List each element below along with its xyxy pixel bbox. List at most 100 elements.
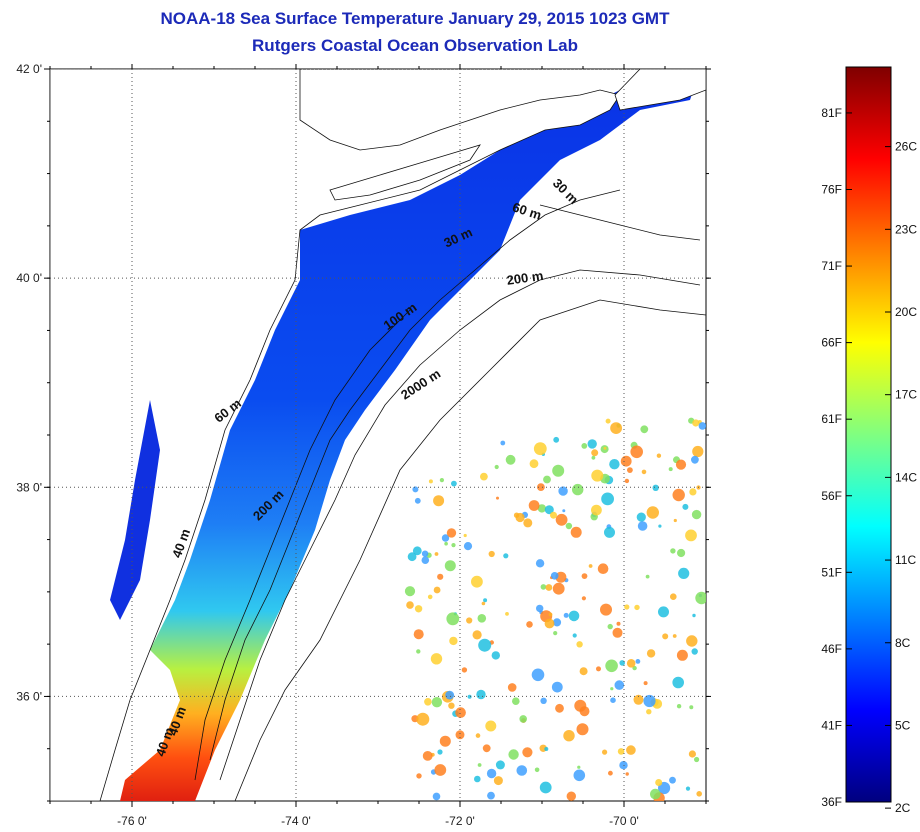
sst-patch bbox=[689, 488, 697, 496]
sst-patch bbox=[543, 475, 551, 484]
sst-patch bbox=[632, 665, 637, 671]
sst-patch bbox=[643, 694, 656, 708]
sst-patch bbox=[581, 596, 587, 601]
sst-patch bbox=[537, 504, 547, 513]
sst-patch bbox=[433, 495, 445, 507]
sst-patch bbox=[446, 612, 460, 626]
sst-patch bbox=[548, 612, 553, 617]
sst-patch bbox=[614, 680, 625, 690]
sst-patch bbox=[414, 497, 421, 504]
sst-patch bbox=[496, 496, 499, 500]
sst-patch bbox=[670, 548, 676, 554]
sst-patch bbox=[475, 733, 481, 738]
long-island bbox=[329, 144, 481, 201]
colorbar-c-label: 11C bbox=[895, 553, 916, 567]
sst-patch bbox=[421, 550, 429, 557]
sst-patch bbox=[570, 526, 582, 538]
sst-patch bbox=[433, 586, 441, 594]
sst-patch bbox=[544, 618, 555, 629]
sst-patch bbox=[643, 681, 648, 686]
sst-patch bbox=[477, 763, 482, 767]
sst-patch bbox=[640, 425, 649, 434]
sst-patch bbox=[692, 445, 704, 458]
sst-patch bbox=[672, 488, 685, 502]
sst-patch bbox=[430, 653, 443, 665]
sst-patch bbox=[626, 659, 636, 668]
sst-patch bbox=[581, 443, 588, 449]
sst-patch bbox=[658, 606, 669, 618]
sst-patch bbox=[439, 735, 451, 747]
sst-patch bbox=[576, 723, 589, 736]
sst-patch bbox=[533, 442, 547, 456]
x-tick-label: -76 0' bbox=[117, 814, 147, 828]
sst-patch bbox=[692, 419, 700, 427]
sst-patch bbox=[563, 730, 575, 742]
sst-patch bbox=[572, 483, 584, 496]
sst-patch bbox=[407, 552, 417, 562]
sst-patch bbox=[545, 584, 553, 591]
sst-patch bbox=[444, 541, 448, 546]
sst-patch bbox=[446, 528, 457, 538]
sst-patch bbox=[466, 617, 473, 624]
sst-patch bbox=[646, 649, 656, 658]
sst-patch bbox=[573, 769, 586, 782]
sst-patch bbox=[685, 786, 691, 791]
sst-patch bbox=[685, 529, 697, 542]
y-tick-label: 40 0' bbox=[16, 271, 42, 285]
sst-patch bbox=[480, 472, 488, 481]
sst-patch bbox=[444, 560, 456, 572]
map-title: NOAA-18 Sea Surface Temperature January … bbox=[160, 9, 670, 28]
shelf-water bbox=[120, 70, 700, 801]
sst-patch bbox=[576, 641, 583, 648]
sst-patch bbox=[416, 773, 422, 779]
sst-patch bbox=[428, 479, 433, 484]
sst-patch bbox=[416, 712, 430, 726]
sst-patch bbox=[604, 526, 615, 538]
sst-patch bbox=[491, 651, 500, 660]
sst-patch bbox=[552, 582, 565, 595]
sst-patch bbox=[627, 467, 633, 473]
sst-patch bbox=[476, 689, 486, 700]
sst-patch bbox=[605, 659, 618, 673]
sst-patch bbox=[503, 553, 509, 559]
sst-patch bbox=[414, 605, 423, 613]
sst-patch bbox=[451, 543, 456, 548]
sst-patch bbox=[636, 512, 646, 522]
sst-patch bbox=[421, 556, 430, 564]
sst-patch bbox=[500, 440, 506, 446]
sst-patch bbox=[605, 418, 611, 424]
sst-patch bbox=[413, 629, 424, 640]
land-new-england bbox=[614, 69, 706, 111]
sst-patch bbox=[528, 500, 540, 511]
sst-patch bbox=[445, 690, 455, 700]
sst-patch bbox=[540, 584, 547, 590]
sst-patch bbox=[544, 505, 554, 515]
sst-patch bbox=[692, 613, 696, 618]
sst-patch bbox=[493, 776, 503, 786]
sst-patch bbox=[448, 702, 455, 709]
sst-patch bbox=[553, 436, 560, 443]
sst-patch bbox=[600, 603, 612, 616]
sst-patch bbox=[691, 648, 698, 655]
sst-patch bbox=[544, 747, 549, 751]
sst-patch bbox=[603, 446, 607, 450]
latitude-axis: 42 0' 40 0' 38 0' 36 0' bbox=[16, 62, 711, 802]
sst-patch bbox=[441, 534, 450, 542]
sst-patch bbox=[531, 668, 545, 682]
colorbar-celsius-ticks: 2C 5C 8C 11C 14C 17C 20C 23C 26C bbox=[885, 140, 917, 815]
sst-patch bbox=[698, 422, 706, 430]
sst-patch bbox=[677, 548, 686, 558]
sst-patch bbox=[481, 601, 486, 606]
sst-patch bbox=[551, 681, 563, 693]
sst-patch bbox=[624, 604, 630, 610]
colorbar-f-label: 66F bbox=[821, 336, 842, 350]
sst-patch bbox=[646, 709, 652, 715]
sst-patch bbox=[670, 593, 677, 600]
sst-patch bbox=[555, 703, 564, 713]
sst-patch bbox=[634, 604, 640, 611]
sst-patch bbox=[650, 788, 661, 800]
sst-patch bbox=[641, 469, 647, 475]
sst-patch bbox=[610, 697, 616, 703]
x-tick-label: -72 0' bbox=[445, 814, 475, 828]
sst-patch bbox=[553, 631, 558, 636]
